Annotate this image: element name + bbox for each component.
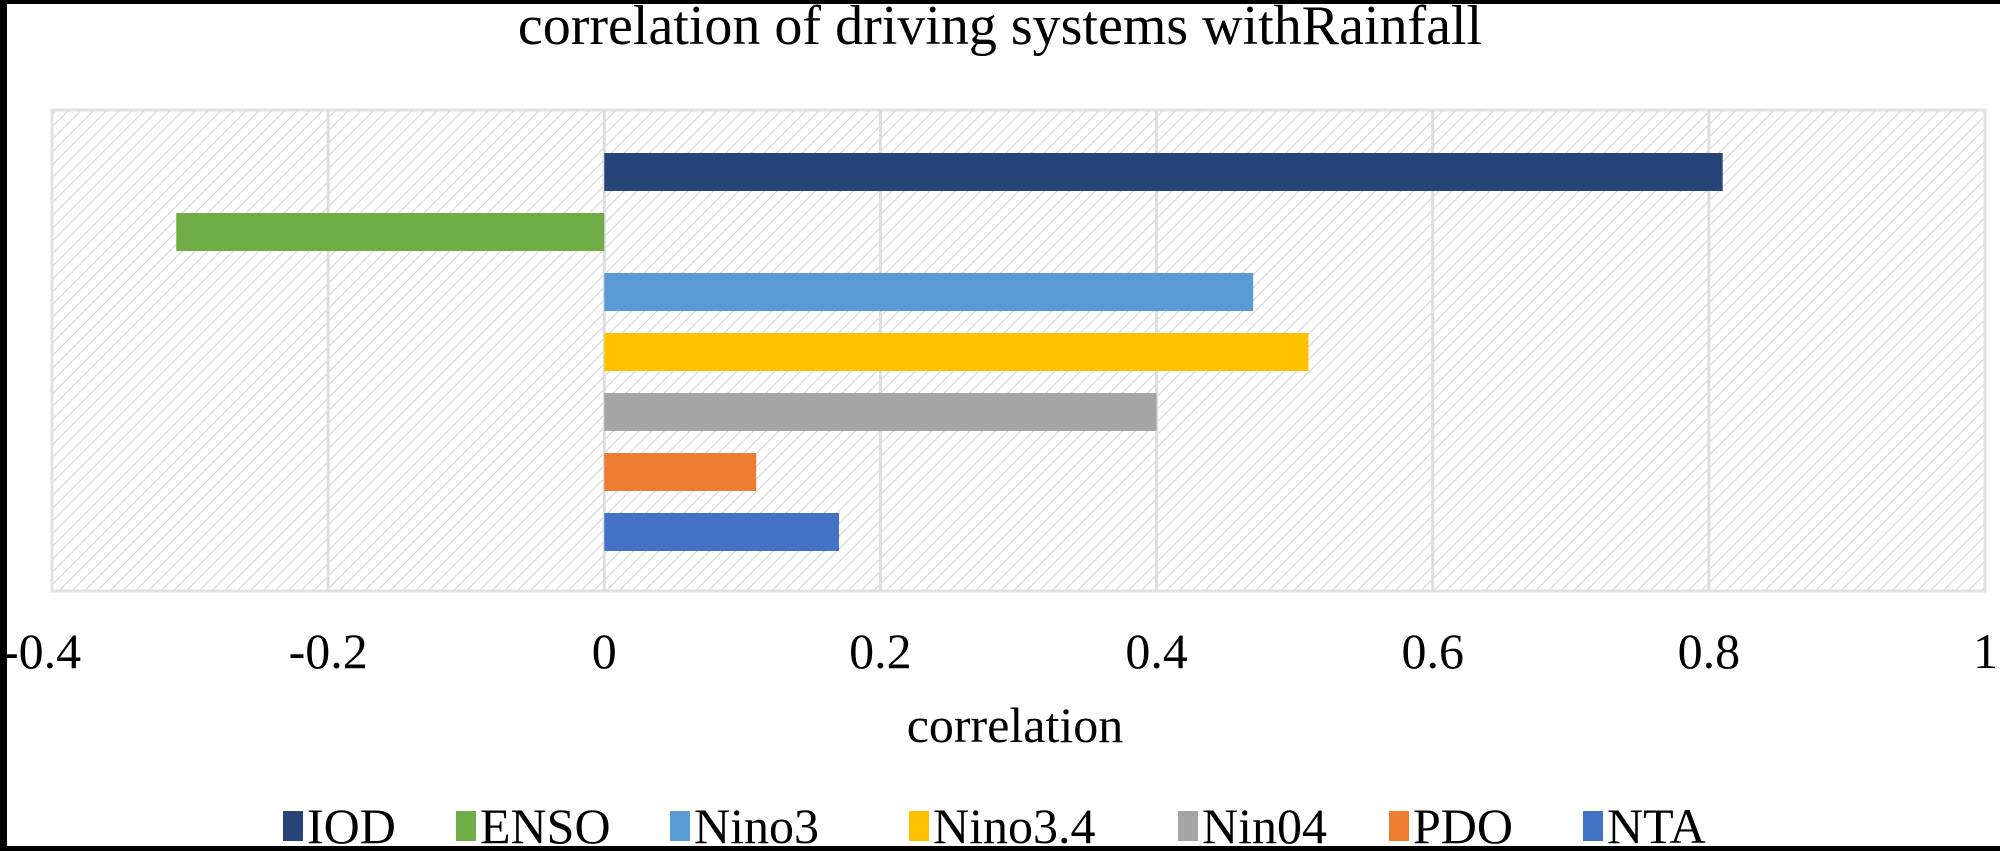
x-tick-label: 0.8 [1678, 623, 1741, 679]
legend-swatch [1178, 811, 1198, 841]
legend-label: NTA [1607, 798, 1706, 851]
legend-label: Nin04 [1202, 798, 1327, 851]
legend: IOD ENSO Nino3 Nino3.4 Nin04 PDO NTA [283, 798, 1706, 851]
bar-nino3 [604, 273, 1254, 311]
bar-nin04 [604, 393, 1157, 431]
x-tick-label: 0.2 [849, 623, 912, 679]
x-tick-label: -0.2 [289, 623, 368, 679]
chart-title: correlation of driving systems withRainf… [518, 0, 1482, 57]
legend-swatch [283, 811, 303, 841]
bars [176, 153, 1723, 551]
x-axis-label: correlation [907, 697, 1124, 753]
legend-item-pdo: PDO [1389, 798, 1513, 851]
x-tick-label: 1 [1973, 623, 1998, 679]
legend-item-nino3: Nino3 [670, 798, 819, 851]
legend-swatch [670, 811, 690, 841]
legend-swatch [1389, 811, 1409, 841]
bar-iod [604, 153, 1723, 191]
bar-enso [176, 213, 605, 251]
legend-item-nin04: Nin04 [1178, 798, 1327, 851]
bar-pdo [604, 453, 757, 491]
legend-swatch [909, 811, 929, 841]
legend-item-iod: IOD [283, 798, 396, 851]
legend-item-enso: ENSO [456, 798, 611, 851]
x-tick-label: 0.4 [1125, 623, 1188, 679]
legend-swatch [456, 811, 476, 841]
legend-item-nino34: Nino3.4 [909, 798, 1096, 851]
legend-label: Nino3.4 [933, 798, 1096, 851]
frame-top [0, 0, 2000, 4]
legend-label: ENSO [480, 798, 611, 851]
legend-label: PDO [1413, 798, 1513, 851]
bar-nino34 [604, 333, 1309, 371]
x-tick-label: 0.6 [1401, 623, 1464, 679]
legend-swatch [1583, 811, 1603, 841]
legend-label: Nino3 [694, 798, 819, 851]
legend-label: IOD [307, 798, 396, 851]
x-tick-label: -0.4 [2, 623, 81, 679]
bar-nta [604, 513, 840, 551]
frame-bottom [0, 846, 2000, 851]
legend-item-nta: NTA [1583, 798, 1706, 851]
frame-left [0, 0, 7, 851]
x-tick-labels: -0.4 -0.2 0 0.2 0.4 0.6 0.8 1 [2, 623, 1998, 679]
x-tick-label: 0 [592, 623, 617, 679]
